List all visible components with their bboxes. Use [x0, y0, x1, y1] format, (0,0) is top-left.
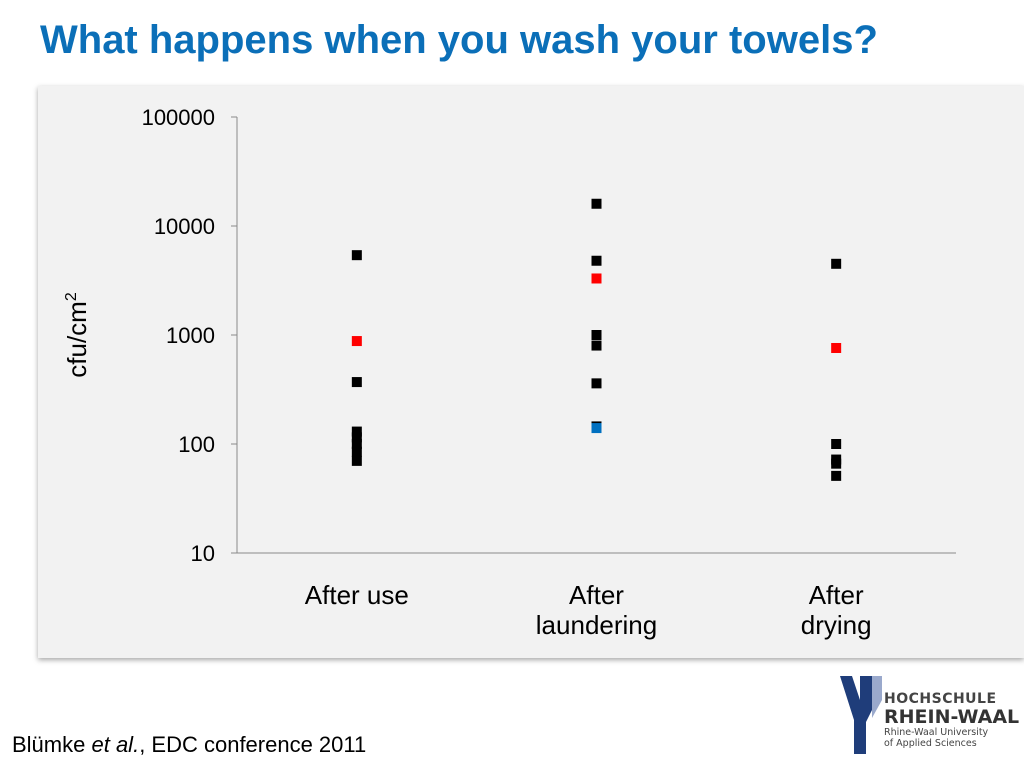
data-point [351, 432, 362, 443]
data-point [831, 470, 842, 481]
logo-line-4: of Applied Sciences [884, 738, 977, 749]
slide-title: What happens when you wash your towels? [40, 18, 878, 62]
data-point [351, 455, 362, 466]
logo-line-3: Rhine-Waal University [884, 727, 989, 738]
y-tick-label: 100000 [142, 105, 215, 130]
logo-text: HOCHSCHULE RHEIN-WAAL Rhine-Waal Univers… [884, 691, 1020, 750]
data-point [831, 458, 842, 469]
data-point [351, 439, 362, 449]
data-point [831, 342, 842, 353]
logo-line-1: HOCHSCHULE [884, 691, 997, 707]
data-point [591, 423, 602, 434]
scatter-chart: 10 100 1000 10000 100000 cfu/cm2 After use Afte… [62, 105, 956, 640]
y-tick-label: 10000 [154, 214, 215, 239]
data-point [591, 255, 602, 266]
chart-panel: 10 100 1000 10000 100000 cfu/cm2 After use Afte… [38, 86, 1024, 658]
citation-rest: , EDC conference 2011 [139, 732, 367, 757]
data-point [351, 446, 362, 457]
citation-etal: et al. [91, 732, 140, 757]
data-point [351, 377, 362, 388]
data-point [591, 340, 602, 351]
logo-line-2: RHEIN-WAAL [884, 706, 1020, 728]
x-category-label: After use [305, 580, 409, 610]
y-tick-label: 1000 [166, 323, 215, 348]
data-point [591, 378, 602, 389]
y-tick-label: 100 [178, 432, 215, 457]
data-point [591, 273, 602, 284]
data-point [831, 258, 842, 269]
citation: Blümke et al., EDC conference 2011 [12, 732, 366, 758]
x-category-label: After laundering [536, 580, 657, 640]
data-point [591, 198, 602, 209]
data-point [351, 336, 362, 347]
data-point [351, 426, 362, 437]
x-category-label: After drying [801, 580, 872, 640]
university-logo: HOCHSCHULE RHEIN-WAAL Rhine-Waal Univers… [836, 670, 1022, 762]
y-axis-label: cfu/cm2 [62, 292, 92, 378]
data-point [831, 439, 842, 449]
y-tick-label: 10 [191, 541, 215, 566]
logo-mark-icon [840, 676, 882, 754]
data-point [351, 250, 362, 261]
data-point [591, 330, 602, 340]
citation-author: Blümke [12, 732, 92, 757]
